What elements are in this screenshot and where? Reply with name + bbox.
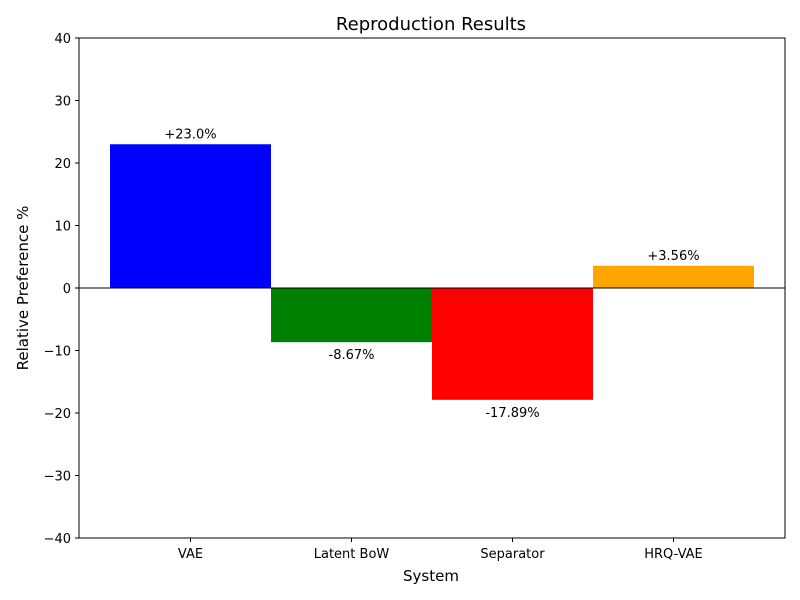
data-label: -8.67% xyxy=(329,348,375,363)
bar-vae xyxy=(110,144,271,288)
data-labels-group: +23.0% -8.67% -17.89% +3.56% xyxy=(164,127,699,421)
y-tick-label: −20 xyxy=(44,407,71,422)
chart-title: Reproduction Results xyxy=(336,14,526,35)
y-axis: −40 −30 −20 −10 0 10 20 30 40 xyxy=(44,32,79,547)
bar-hrq-vae xyxy=(593,265,754,288)
data-label: -17.89% xyxy=(485,406,539,421)
y-tick-label: −40 xyxy=(44,532,71,547)
x-tick-label: Latent BoW xyxy=(314,547,390,562)
y-tick-label: 20 xyxy=(54,157,71,172)
y-tick-label: 40 xyxy=(54,32,71,47)
x-axis: VAE Latent BoW Separator HRQ-VAE xyxy=(178,538,703,562)
x-axis-title: System xyxy=(403,567,459,585)
bar-latent-bow xyxy=(271,288,432,343)
data-label: +23.0% xyxy=(164,127,216,142)
x-tick-label: Separator xyxy=(480,547,545,562)
y-axis-title: Relative Preference % xyxy=(14,206,32,371)
bar-separator xyxy=(432,288,593,400)
x-tick-label: VAE xyxy=(178,547,203,562)
y-tick-label: −30 xyxy=(44,470,71,485)
y-tick-label: 30 xyxy=(54,95,71,110)
data-label: +3.56% xyxy=(647,249,699,264)
bars-group xyxy=(110,144,754,400)
y-tick-label: −10 xyxy=(44,345,71,360)
y-tick-label: 0 xyxy=(63,282,71,297)
y-tick-label: 10 xyxy=(54,220,71,235)
x-tick-label: HRQ-VAE xyxy=(644,547,703,562)
